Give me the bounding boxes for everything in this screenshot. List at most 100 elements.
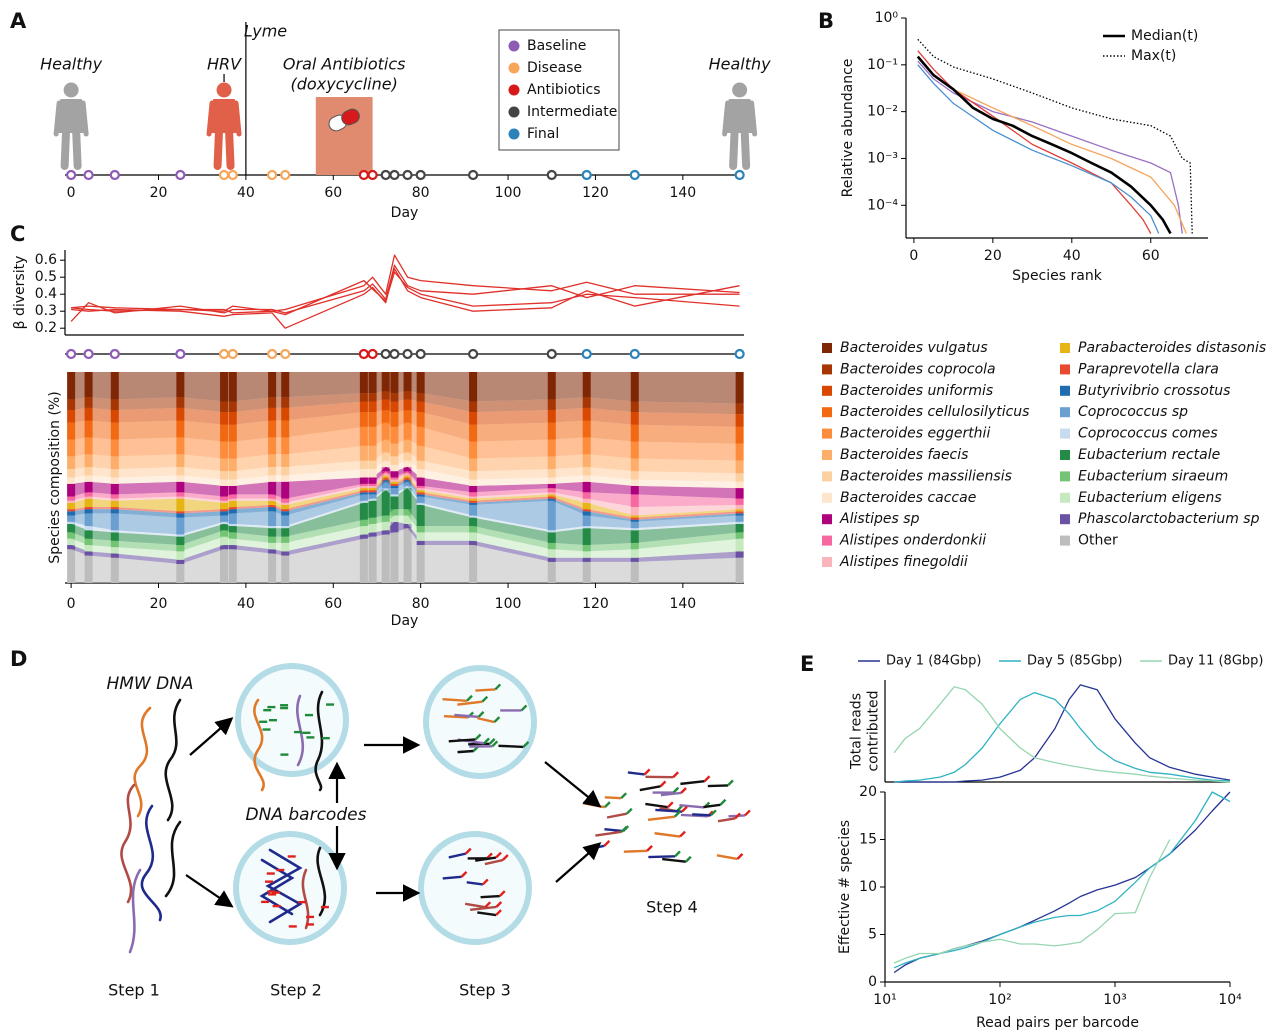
dna-strand	[314, 690, 324, 792]
sample-bar	[582, 372, 591, 398]
droplet	[235, 663, 349, 777]
sample-bar	[84, 420, 93, 438]
fragment-barcode	[719, 798, 727, 806]
sample-bar	[630, 507, 639, 516]
fragment-barcode	[604, 801, 611, 808]
sample-marker	[546, 348, 557, 360]
droplet	[423, 665, 537, 779]
sample-bar	[359, 460, 368, 470]
sample-bar	[403, 399, 412, 410]
sample-marker	[402, 169, 413, 181]
sample-bar	[176, 466, 185, 476]
sample-bar	[547, 483, 556, 489]
sample-bar	[220, 545, 229, 550]
fragment-barcode	[464, 847, 472, 855]
sample-bar	[390, 496, 399, 510]
person-torso	[211, 99, 238, 133]
sample-bar	[281, 454, 290, 467]
fragment-barcode	[488, 738, 496, 745]
sample-bar	[469, 471, 478, 480]
arrow	[555, 842, 602, 883]
sample-bar	[390, 485, 399, 489]
sample-bar	[268, 407, 277, 421]
sample-bar	[67, 509, 76, 512]
sample-bar	[416, 485, 425, 489]
legend-swatch	[822, 364, 832, 375]
read-fragment	[480, 894, 500, 899]
sample-bar	[359, 485, 368, 489]
legend-swatch	[822, 557, 832, 567]
sample-marker	[280, 169, 291, 181]
read-fragment	[623, 849, 648, 853]
person-head	[732, 82, 748, 98]
sample-bar	[582, 526, 591, 529]
sample-bar	[403, 485, 412, 489]
sample-bar	[630, 549, 639, 558]
sample-bar	[582, 551, 591, 558]
legend-swatch	[1060, 364, 1070, 375]
data-line	[893, 686, 1231, 783]
sample-bar	[228, 545, 237, 550]
read-fragment	[498, 744, 524, 749]
read-fragment	[443, 715, 469, 719]
sample-bar	[268, 511, 277, 527]
sample-bar	[630, 542, 639, 550]
area	[71, 410, 740, 444]
read-fragment	[707, 784, 729, 788]
sample-bar	[220, 523, 229, 531]
x-tick-label: 10¹	[873, 992, 896, 1008]
sample-bar	[110, 557, 119, 583]
sample-bar	[630, 471, 639, 480]
read-fragment	[477, 716, 495, 724]
sample-bar	[67, 477, 76, 484]
sample-bar	[110, 530, 119, 533]
sample-bar	[268, 372, 277, 398]
legend-label: Paraprevotella clara	[1078, 361, 1219, 377]
sample-bar	[359, 372, 368, 394]
fragment-barcode	[483, 737, 490, 745]
sample-bar	[381, 490, 390, 516]
sample-bar	[469, 441, 478, 459]
sample-bar	[368, 488, 377, 491]
sample-bar	[281, 407, 290, 421]
sample-bar	[735, 504, 744, 510]
sample-bar	[359, 469, 368, 478]
sample-bar	[469, 424, 478, 442]
sample-bar	[110, 507, 119, 510]
annotation: Oral Antibiotics	[283, 55, 406, 74]
sample-bar	[176, 407, 185, 421]
sample-bar	[176, 492, 185, 497]
sample-bar	[469, 500, 478, 503]
read-fragment	[583, 802, 606, 809]
data-line	[917, 64, 1160, 234]
sample-bar	[359, 488, 368, 491]
area	[71, 471, 740, 507]
sample-marker	[66, 169, 77, 181]
sample-bar	[630, 441, 639, 459]
sample-bar	[176, 454, 185, 467]
legend-swatch	[822, 450, 832, 460]
step-label: Step 2	[270, 981, 322, 1000]
sample-bar	[582, 475, 591, 482]
sample-bar	[176, 496, 185, 499]
pill-half	[341, 108, 360, 126]
sample-bar	[268, 526, 277, 529]
sample-bar	[403, 509, 412, 516]
sample-bar	[368, 401, 377, 413]
fragment-barcode	[603, 839, 611, 847]
arrow	[185, 874, 234, 908]
y-axis-label: β diversity	[12, 256, 28, 330]
x-tick-label: 10²	[988, 992, 1011, 1008]
sample-bar	[469, 492, 478, 497]
read-fragment	[457, 749, 474, 754]
fragment-barcode	[494, 683, 502, 691]
sample-bar	[281, 509, 290, 512]
sample-bar	[228, 509, 237, 514]
sample-bar	[176, 498, 185, 512]
sample-bar	[582, 498, 591, 503]
sample-bar	[469, 372, 478, 402]
legend-label: Median(t)	[1131, 28, 1198, 44]
sample-bar	[220, 549, 229, 583]
read-fragment	[692, 813, 712, 817]
sample-bar	[416, 494, 425, 497]
